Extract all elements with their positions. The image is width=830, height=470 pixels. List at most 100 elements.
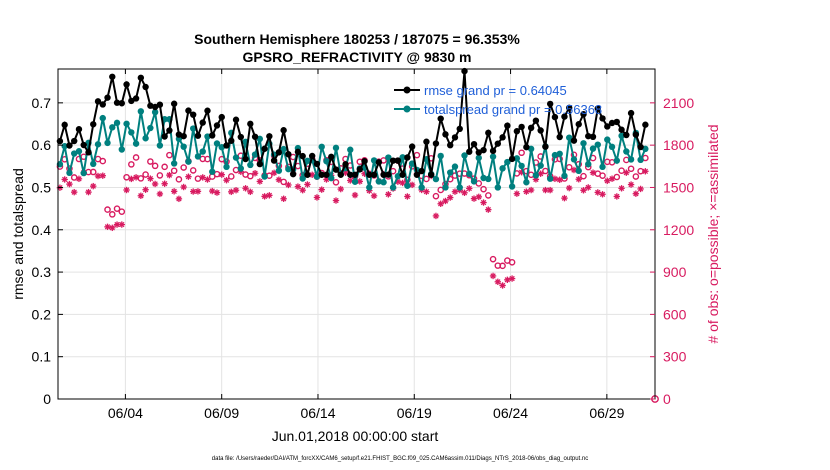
obs-assimilated-point [489, 272, 497, 280]
y-tick-label-left: 0.6 [32, 137, 52, 153]
obs-assimilated-point [170, 188, 178, 195]
obs-assimilated-point [242, 185, 249, 192]
obs-possible-point [104, 206, 111, 213]
totalspread-point [232, 154, 240, 161]
obs-possible-point [423, 175, 430, 183]
obs-possible-point [489, 255, 497, 263]
totalspread-point [366, 184, 373, 191]
totalspread-point [328, 174, 335, 182]
obs-assimilated-point [351, 191, 359, 199]
totalspread-point [513, 155, 521, 162]
rmse-point [104, 94, 111, 101]
rmse-point [218, 113, 225, 121]
obs-assimilated-point [313, 194, 321, 201]
obs-assimilated-point [209, 187, 216, 195]
totalspread-point [90, 160, 97, 168]
rmse-point [170, 100, 178, 107]
rmse-point [61, 121, 68, 129]
totalspread-point [137, 108, 145, 115]
rmse-point [204, 107, 211, 114]
rmse-point [151, 103, 159, 111]
obs-assimilated-point [475, 193, 482, 201]
totalspread-point [623, 148, 630, 155]
totalspread-point [147, 124, 154, 132]
totalspread-point [132, 140, 140, 147]
obs-assimilated-point [75, 175, 83, 183]
rmse-point [456, 125, 463, 133]
totalspread-point [599, 163, 606, 171]
rmse-point [113, 99, 121, 106]
obs-assimilated-point [570, 166, 578, 174]
rmse-point [389, 157, 397, 164]
obs-possible-point [332, 178, 340, 186]
obs-possible-point [580, 172, 587, 180]
y-axis-label-right: # of obs: o=possible; ×=assimilated [705, 124, 721, 343]
totalspread-point [199, 148, 206, 155]
totalspread-point [489, 153, 497, 160]
rmse-point [332, 166, 340, 173]
rmse-point [399, 171, 406, 178]
obs-possible-point [413, 151, 421, 159]
obs-assimilated-point [128, 175, 135, 183]
totalspread-point [156, 142, 164, 149]
totalspread-point [456, 184, 463, 191]
rmse-point [475, 149, 482, 156]
rmse-point [627, 109, 635, 117]
totalspread-point [613, 157, 621, 164]
totalspread-point [585, 160, 592, 168]
totalspread-point [546, 175, 554, 182]
rmse-point [313, 160, 321, 168]
totalspread-point [442, 184, 449, 191]
obs-assimilated-point [618, 185, 625, 192]
totalspread-point [589, 145, 597, 152]
rmse-point [94, 98, 102, 105]
series-layer [56, 67, 659, 403]
obs-assimilated-point [423, 188, 430, 195]
totalspread-point [466, 170, 473, 178]
rmse-point [580, 110, 587, 118]
rmse-point [156, 101, 164, 108]
totalspread-point [380, 179, 387, 186]
totalspread-point [71, 150, 78, 157]
obs-possible-point [151, 162, 159, 170]
y-tick-label-left: 0.4 [32, 222, 52, 238]
obs-assimilated-point [90, 182, 97, 190]
obs-assimilated-point [137, 192, 145, 199]
rmse-point [585, 132, 592, 140]
totalspread-point [437, 152, 444, 160]
rmse-point [480, 146, 487, 154]
obs-possible-point [128, 161, 135, 168]
obs-assimilated-point [266, 192, 273, 199]
totalspread-point [113, 119, 121, 127]
rmse-point [66, 142, 73, 149]
rmse-point [556, 133, 563, 141]
obs-possible-point [227, 173, 235, 180]
rmse-point [461, 67, 468, 75]
obs-assimilated-point [223, 177, 230, 184]
obs-possible-point [437, 186, 445, 194]
totalspread-point [566, 134, 573, 141]
obs-assimilated-point [513, 190, 521, 197]
obs-assimilated-point [113, 221, 121, 228]
y-tick-label-right: 900 [663, 264, 687, 280]
totalspread-point [418, 184, 425, 191]
obs-assimilated-point [218, 171, 225, 178]
rmse-point [608, 119, 616, 127]
rmse-point [575, 121, 582, 128]
totalspread-point [518, 162, 525, 170]
totalspread-point [470, 178, 478, 185]
totalspread-point [451, 163, 459, 170]
totalspread-point [209, 168, 216, 175]
rmse-point [99, 101, 106, 108]
obs-assimilated-point [71, 188, 78, 196]
obs-assimilated-point [499, 282, 506, 289]
totalspread-point [223, 163, 230, 171]
rmse-point [242, 155, 249, 163]
obs-possible-point [480, 185, 487, 193]
obs-assimilated-point [161, 180, 168, 187]
rmse-point [323, 171, 330, 178]
totalspread-point [275, 167, 283, 174]
totalspread-point [66, 169, 73, 177]
x-tick-label: 06/04 [108, 405, 143, 421]
obs-assimilated-point [332, 197, 340, 204]
